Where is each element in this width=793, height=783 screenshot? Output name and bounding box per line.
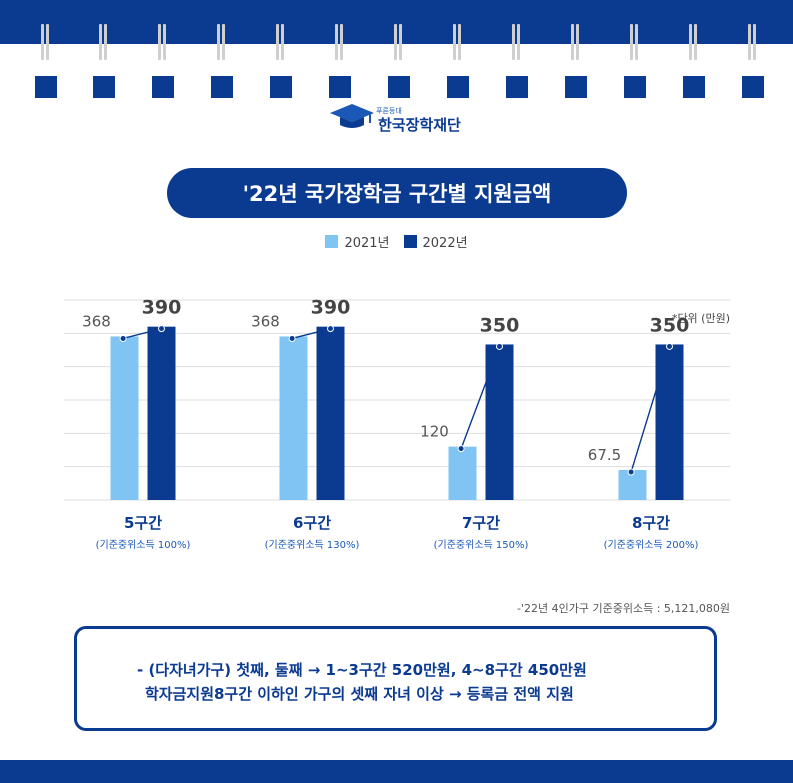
category-note: (기준중위소득 100%) [96,538,191,551]
category-label: 6구간 [293,514,331,532]
unit-note: *단위 (만원) [671,312,730,325]
category-label: 5구간 [124,514,162,532]
data-label-2021: 368 [82,312,111,330]
data-label-2022: 350 [650,314,690,336]
legend-label-2022: 2022년 [422,236,468,251]
legend-label-2021: 2021년 [344,236,390,251]
bar-2022 [655,344,684,500]
data-label-2022: 390 [311,297,351,319]
bar-chart: 368 390 5구간 (기준중위소득 100%) 368 390 6구간 (기준중위소득 1… [64,297,730,551]
legend-swatch-2021 [325,235,339,248]
bar-2021 [110,336,139,500]
bar-2021 [279,336,308,500]
legend-swatch-2022 [403,235,417,248]
note-line-2: 학자금지원8구간 이하인 가구의 셋째 자녀 이상 → 등록금 전액 지원 [145,685,574,703]
data-label-2021: 120 [420,423,449,441]
graduation-cap-icon [330,104,374,128]
logo-tagline: 푸른등대 [376,107,402,115]
point-2021 [627,468,635,476]
point-2022 [496,342,503,350]
point-2021 [119,334,127,342]
connector-line [122,327,162,340]
note-box: - (다자녀가구) 첫째, 둘째 → 1~3구간 520만원, 4~8구간 45… [74,626,717,731]
data-label-2022: 390 [142,297,182,319]
bar-2021 [448,446,477,500]
bottom-bar [0,760,793,783]
data-label-2021: 368 [251,312,280,330]
category-note: (기준중위소득 200%) [604,538,699,551]
category-note: (기준중위소득 150%) [434,538,529,551]
point-2021 [288,334,296,342]
footnote: -'22년 4인가구 기준중위소득 : 5,121,080원 [517,602,730,615]
bar-2022 [147,326,176,500]
connector-line [630,346,671,473]
data-label-2021: 67.5 [588,446,621,464]
point-2022 [327,325,334,333]
legend-item-2021: 2021년 [325,232,390,251]
point-2022 [158,325,165,333]
connector-line [460,346,501,449]
point-2022 [666,342,673,350]
point-2021 [457,445,465,453]
bar-2022 [316,326,345,500]
category-label: 8구간 [632,514,670,532]
page-title: '22년 국가장학금 구간별 지원금액 [167,168,627,218]
chart-legend: 2021년 2022년 [0,232,793,251]
legend-item-2022: 2022년 [403,232,468,251]
connector-line [291,327,331,340]
logo-name: 한국장학재단 [378,116,461,134]
category-label: 7구간 [462,514,500,532]
data-label-2022: 350 [480,314,520,336]
category-note: (기준중위소득 130%) [265,538,360,551]
bar-2022 [485,344,514,500]
note-line-1: - (다자녀가구) 첫째, 둘째 → 1~3구간 520만원, 4~8구간 45… [137,661,587,679]
